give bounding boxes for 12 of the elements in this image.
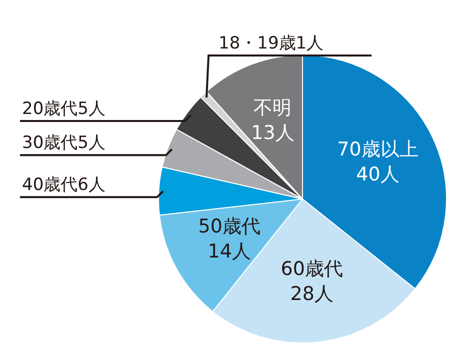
slice-label: 70歳以上 <box>337 138 418 161</box>
data-label: 28人 <box>290 282 334 305</box>
slice-label: 30歳代5人 <box>22 133 106 154</box>
data-label: 13人 <box>251 122 294 144</box>
slice-label: 18・19歳1人 <box>218 33 324 54</box>
data-label: 40人 <box>356 164 400 186</box>
slice-label: 50歳代 <box>198 215 260 238</box>
data-label: 14人 <box>208 240 251 262</box>
slice-label: 20歳代5人 <box>22 98 106 119</box>
slice-label: 不明 <box>254 96 292 119</box>
slice-label: 60歳代 <box>280 258 343 280</box>
slice-label: 40歳代6人 <box>22 175 106 196</box>
